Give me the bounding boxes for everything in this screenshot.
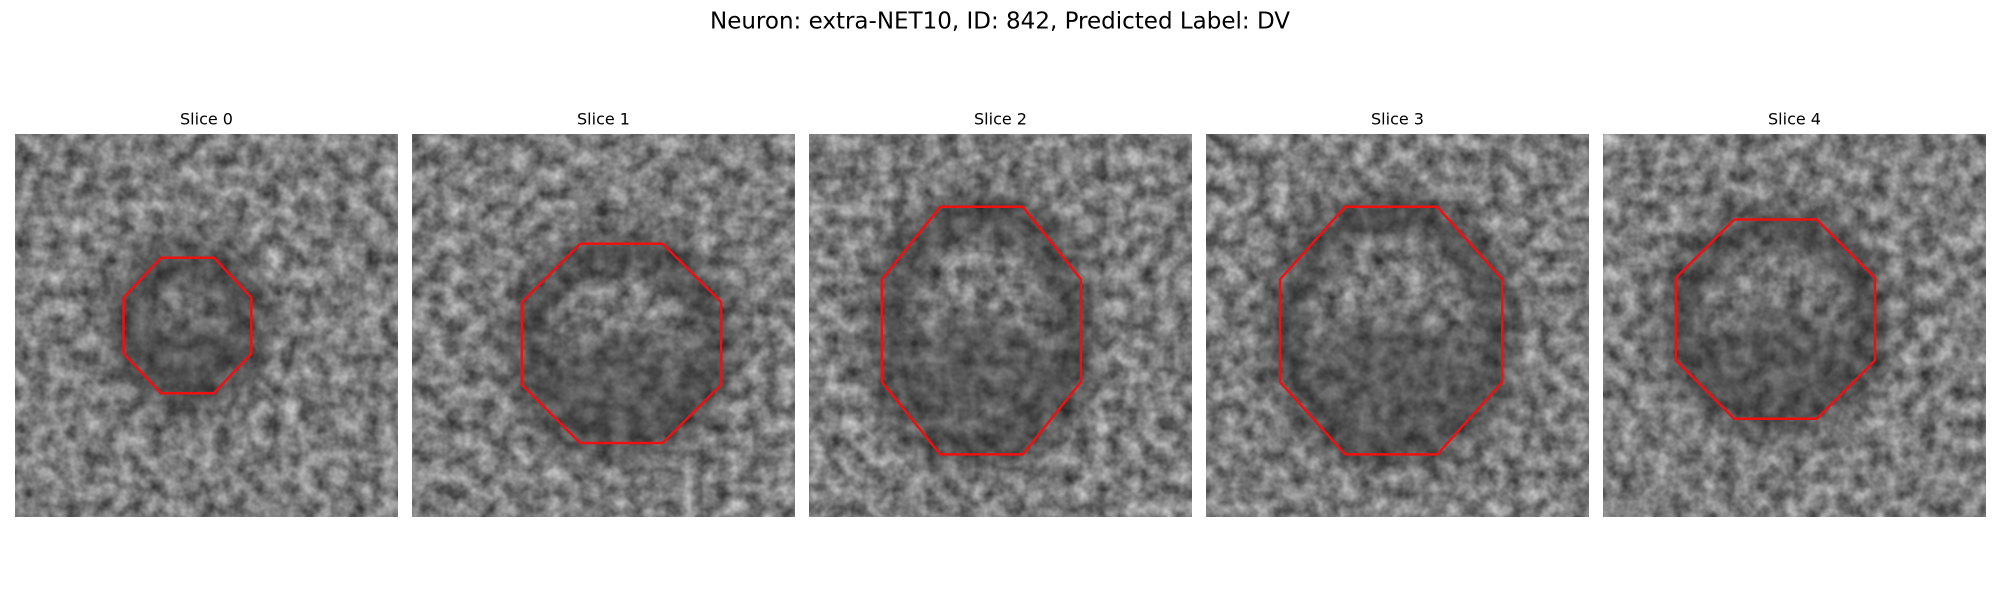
cell-body [1705,304,1846,394]
panel-title: Slice 0 [180,110,233,129]
panel-title: Slice 1 [577,110,630,129]
panel: Slice 4 [1603,110,1986,517]
panel: Slice 0 [15,110,398,517]
slice-image [809,134,1192,517]
cell-body [551,328,692,419]
roi-outline [1278,205,1504,456]
cell-membrane [1265,192,1517,469]
roi-outline [1674,218,1877,420]
panel: Slice 2 [809,110,1192,517]
panel-title: Slice 4 [1768,110,1821,129]
cell-membrane [506,228,736,458]
roi-outline [520,242,723,445]
figure-title: Neuron: extra-NET10, ID: 842, Predicted … [710,9,1290,35]
roi-outline [880,205,1083,456]
image-noise [412,134,795,517]
slice-image [1603,134,1986,517]
cell-body [1313,312,1469,424]
slice-image [412,134,795,517]
cell-membrane [106,241,268,410]
panel-title: Slice 3 [1371,110,1424,129]
cell-body [911,312,1052,424]
panel: Slice 3 [1206,110,1589,517]
cell-membrane [866,192,1096,469]
panel-title: Slice 2 [974,110,1027,129]
cell-body [142,315,233,377]
slice-image [15,134,398,517]
panels: Slice 0 Slice 1 Slice 2 Slice 3 Slice 4 [15,110,1986,517]
roi-outline [122,256,253,395]
cell-membrane [1660,204,1890,434]
slice-image [1206,134,1589,517]
panel: Slice 1 [412,110,795,517]
